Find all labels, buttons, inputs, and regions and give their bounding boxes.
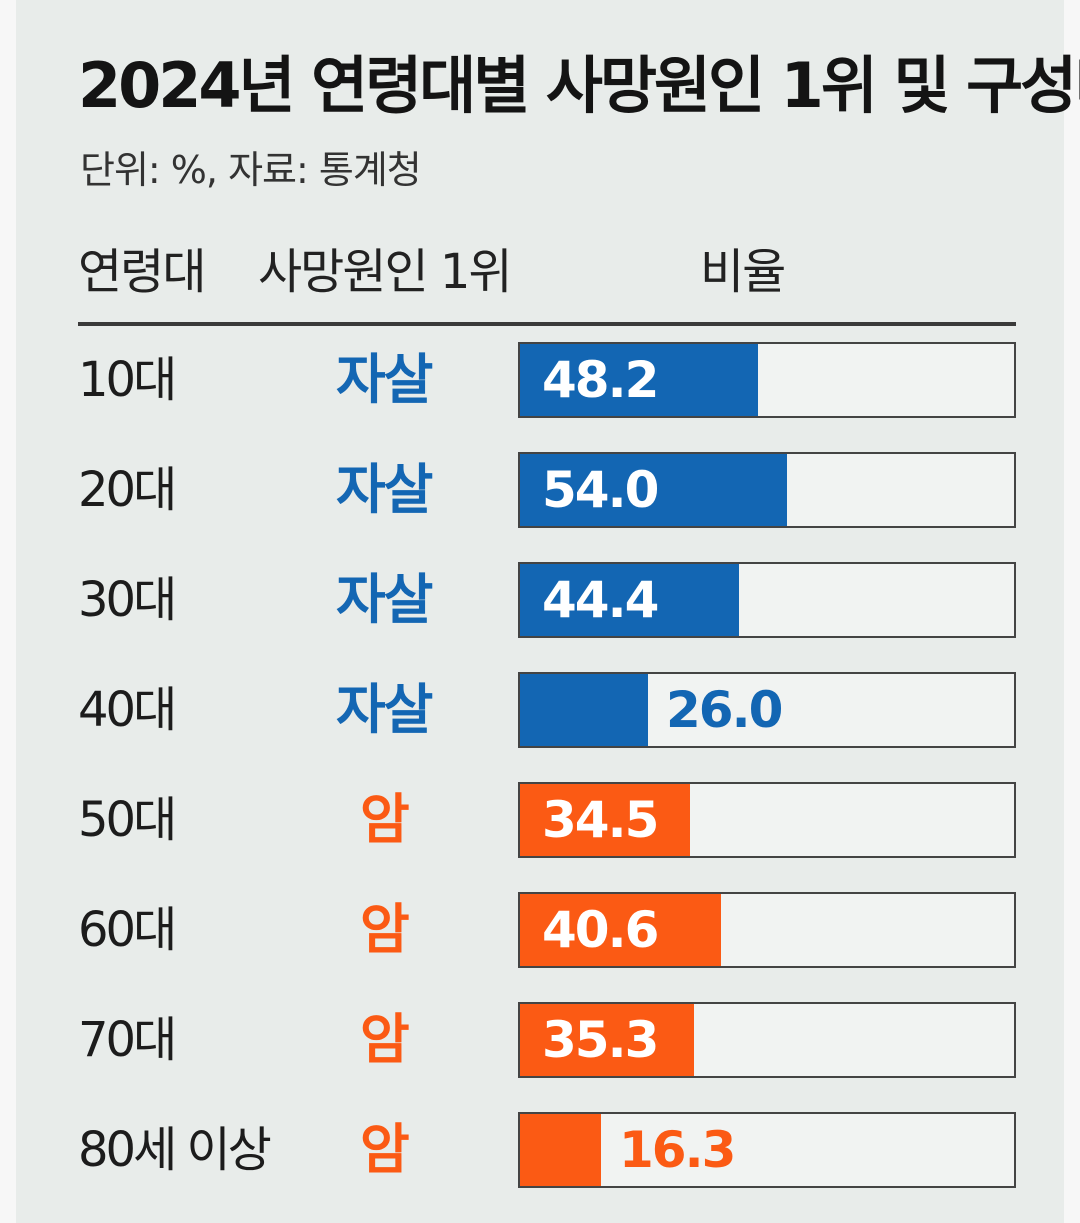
bar-value-label: 44.4	[542, 571, 659, 629]
bar-fill	[520, 674, 648, 746]
header-cause: 사망원인 1위	[258, 244, 513, 300]
cause-label: 자살	[336, 348, 433, 411]
bar-fill	[520, 894, 721, 966]
age-label: 10대	[78, 352, 177, 408]
bar-fill	[520, 344, 758, 416]
bar-fill	[520, 454, 787, 526]
bar-track: 44.4	[518, 562, 1016, 638]
bar-value-label: 48.2	[542, 351, 659, 409]
bar-value-label: 34.5	[542, 791, 659, 849]
chart-subtitle: 단위: %, 자료: 통계청	[80, 148, 422, 192]
bar-value-label: 16.3	[619, 1121, 736, 1179]
bar-track: 54.0	[518, 452, 1016, 528]
left-edge	[0, 0, 16, 1223]
age-label: 50대	[78, 792, 177, 848]
age-label: 80세 이상	[78, 1122, 272, 1178]
cause-label: 자살	[336, 678, 433, 741]
cause-label: 암	[360, 898, 410, 961]
cause-label: 암	[360, 1118, 410, 1181]
cause-label: 자살	[336, 568, 433, 631]
cause-label: 암	[360, 788, 410, 851]
age-label: 70대	[78, 1012, 177, 1068]
bar-value-label: 40.6	[542, 901, 659, 959]
bar-value-label: 54.0	[542, 461, 659, 519]
age-label: 20대	[78, 462, 177, 518]
bar-track: 35.3	[518, 1002, 1016, 1078]
header-divider	[78, 322, 1016, 326]
age-label: 30대	[78, 572, 177, 628]
cause-label: 자살	[336, 458, 433, 521]
bar-fill	[520, 1004, 694, 1076]
bar-track: 16.3	[518, 1112, 1016, 1188]
bar-track: 48.2	[518, 342, 1016, 418]
age-label: 40대	[78, 682, 177, 738]
bar-track: 34.5	[518, 782, 1016, 858]
bar-fill	[520, 784, 690, 856]
bar-value-label: 35.3	[542, 1011, 659, 1069]
bar-fill	[520, 564, 739, 636]
header-ratio: 비율	[700, 244, 786, 300]
bar-track: 40.6	[518, 892, 1016, 968]
bar-track: 26.0	[518, 672, 1016, 748]
bar-fill	[520, 1114, 601, 1186]
bar-value-label: 26.0	[666, 681, 783, 739]
right-edge	[1064, 0, 1080, 1223]
age-label: 60대	[78, 902, 177, 958]
cause-label: 암	[360, 1008, 410, 1071]
header-age: 연령대	[78, 244, 206, 300]
chart-title: 2024년 연령대별 사망원인 1위 및 구성비	[78, 49, 1080, 122]
